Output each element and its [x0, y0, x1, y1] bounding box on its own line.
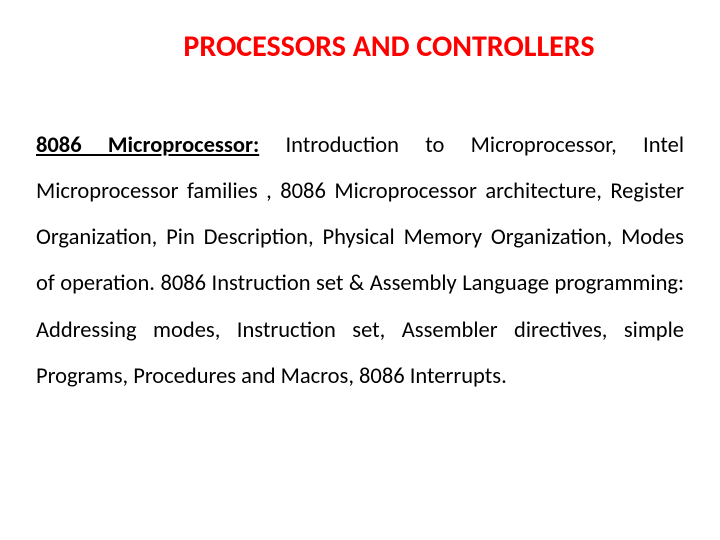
- section-content: Introduction to Microprocessor, Intel Mi…: [36, 132, 684, 390]
- slide-container: PROCESSORS AND CONTROLLERS 8086 Micropro…: [0, 0, 720, 540]
- section-heading: 8086 Microprocessor:: [36, 132, 259, 159]
- body-paragraph: 8086 Microprocessor: Introduction to Mic…: [36, 123, 684, 400]
- slide-title: PROCESSORS AND CONTROLLERS: [36, 28, 684, 65]
